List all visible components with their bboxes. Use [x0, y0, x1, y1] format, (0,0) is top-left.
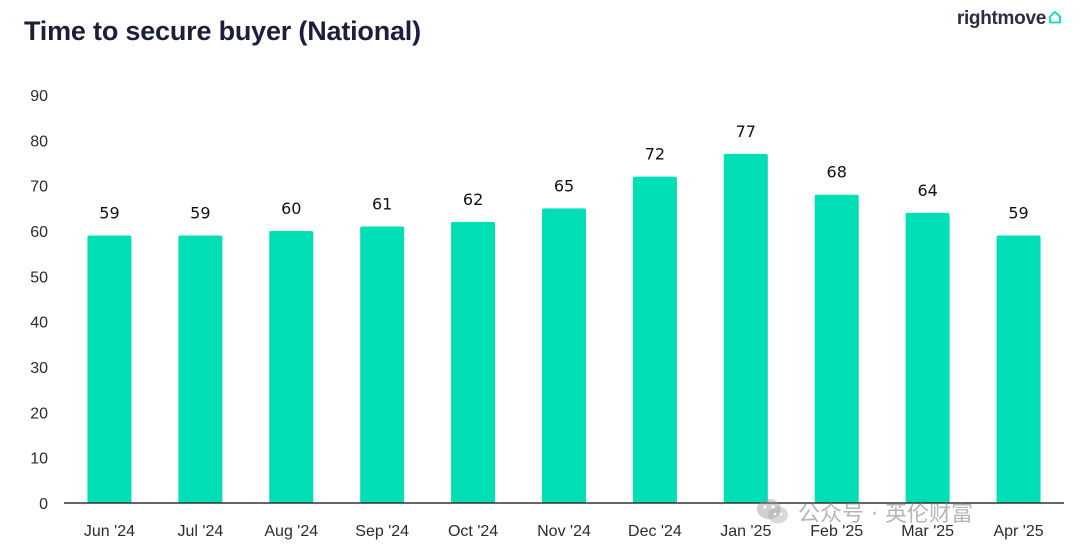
- data-label: 59: [99, 204, 119, 223]
- bars: 59 59 60 61 62 65 72 77 68 64 59: [87, 122, 1041, 504]
- watermark: 公众号 · 英伦财富: [756, 496, 973, 528]
- data-label: 68: [827, 163, 847, 182]
- data-label: 62: [463, 190, 483, 209]
- x-tick-label: Feb '25: [810, 523, 863, 540]
- y-tick-label: 90: [30, 88, 48, 105]
- bar: [178, 235, 223, 504]
- y-tick-label: 60: [30, 224, 48, 241]
- x-tick-label: Apr '25: [993, 523, 1043, 540]
- x-tick-label: Sep '24: [355, 523, 409, 540]
- data-label: 61: [372, 194, 392, 213]
- y-tick-label: 20: [30, 405, 48, 422]
- bar: [632, 176, 677, 503]
- bar: [723, 153, 768, 503]
- y-tick-label: 10: [30, 451, 48, 468]
- watermark-text: 公众号 · 英伦财富: [798, 502, 973, 527]
- y-tick-label: 30: [30, 360, 48, 377]
- bar: [451, 221, 496, 503]
- data-label: 60: [281, 199, 301, 218]
- bar: [87, 235, 132, 504]
- bar: [905, 212, 950, 503]
- bar: [814, 194, 859, 503]
- x-tick-label: Oct '24: [448, 523, 498, 540]
- x-tick-label: Jan '25: [720, 523, 771, 540]
- y-tick-label: 40: [30, 315, 48, 332]
- y-tick-label: 80: [30, 133, 48, 150]
- data-label: 64: [917, 181, 937, 200]
- y-tick-label: 50: [30, 269, 48, 286]
- bar: [542, 208, 586, 504]
- chart-title: Time to secure buyer (National): [24, 16, 421, 46]
- house-icon: [1049, 11, 1061, 24]
- bar: [360, 226, 405, 503]
- x-tick-label: Nov '24: [537, 523, 591, 540]
- x-tick-label: Aug '24: [264, 523, 318, 540]
- y-tick-label: 70: [30, 179, 48, 196]
- data-label: 77: [736, 122, 756, 141]
- data-label: 59: [1008, 204, 1028, 223]
- bar: [269, 231, 314, 503]
- y-axis: 0 10 20 30 40 50 60 70 80 90: [30, 88, 48, 513]
- x-tick-label: Mar '25: [901, 523, 954, 540]
- x-tick-label: Jun '24: [84, 523, 135, 540]
- data-label: 59: [190, 204, 210, 223]
- data-label: 65: [554, 176, 574, 195]
- x-tick-label: Jul '24: [177, 523, 223, 540]
- data-label: 72: [645, 145, 665, 164]
- brand-logo: rightmove: [957, 8, 1062, 30]
- y-tick-label: 0: [39, 496, 48, 513]
- bar: [996, 235, 1041, 504]
- brand-name: rightmove: [956, 8, 1046, 29]
- wechat-icon: [757, 499, 788, 524]
- x-axis: Jun '24 Jul '24 Aug '24 Sep '24 Oct '24 Nov '…: [84, 523, 1044, 540]
- x-tick-label: Dec '24: [628, 523, 682, 540]
